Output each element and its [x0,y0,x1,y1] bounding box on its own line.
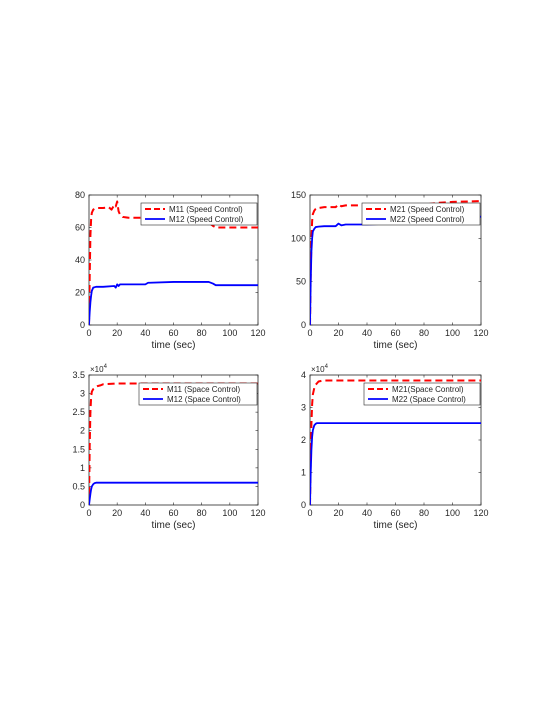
y-tick-label: 40 [75,255,85,265]
series-line-1 [310,379,481,505]
y-tick-label: 150 [291,190,306,200]
x-tick-label: 0 [86,328,91,338]
y-tick-label: 0 [301,500,306,510]
x-axis-label: time (sec) [374,340,418,351]
y-tick-label: 4 [301,370,306,380]
y-tick-label: 3 [80,389,85,399]
x-tick-label: 100 [445,508,460,518]
legend-entry: M21 (Speed Control) [390,205,465,214]
x-tick-label: 60 [390,328,400,338]
series-line-1 [310,200,481,325]
x-axis-label: time (sec) [374,520,418,531]
x-tick-label: 60 [168,508,178,518]
y-tick-label: 2.5 [72,407,85,417]
y-tick-label: 0 [80,500,85,510]
y-tick-label: 1 [301,468,306,478]
series-line-1 [89,200,258,325]
chart-panel: 0 20 40 60 80 100 120 0 0.5 1 1.5 2 2.5 3 3.5 ×104 time … [72,364,265,531]
x-tick-label: 0 [307,508,312,518]
x-axis-label: time (sec) [152,520,196,531]
legend-entry: M21(Space Control) [392,385,464,394]
legend-entry: M22 (Speed Control) [390,215,465,224]
y-tick-label: 0 [301,320,306,330]
y-tick-label: 0 [80,320,85,330]
legend-box [363,382,481,406]
x-tick-label: 100 [222,508,237,518]
x-tick-label: 120 [250,508,265,518]
y-tick-label: 2 [301,435,306,445]
y-tick-label: 1.5 [72,444,85,454]
legend-entry: M12 (Speed Control) [169,215,244,224]
y-tick-label: 60 [75,223,85,233]
series-line-1 [89,382,258,505]
x-tick-label: 60 [390,508,400,518]
x-tick-label: 80 [419,328,429,338]
y-tick-label: 1 [80,463,85,473]
x-tick-label: 80 [197,508,207,518]
chart-panel: 0 20 40 60 80 100 120 0 1 2 3 4 ×104 time (sec) M21(Sp… [301,364,489,531]
x-tick-label: 40 [362,508,372,518]
legend: M21 (Speed Control)M22 (Speed Control) [361,202,481,226]
legend-entry: M11 (Space Control) [167,385,241,394]
x-tick-label: 20 [333,508,343,518]
x-tick-label: 20 [112,328,122,338]
x-tick-label: 20 [112,508,122,518]
y-tick-label: 100 [291,233,306,243]
y-exponent-label: ×104 [311,364,329,374]
x-tick-label: 40 [140,328,150,338]
legend-entry: M12 (Space Control) [167,395,241,404]
x-axis-label: time (sec) [152,340,196,351]
y-tick-label: 3 [301,403,306,413]
series-line-2 [89,481,258,505]
y-tick-label: 80 [75,190,85,200]
x-tick-label: 80 [197,328,207,338]
x-tick-label: 120 [250,328,265,338]
x-tick-label: 0 [86,508,91,518]
x-tick-label: 120 [473,328,488,338]
x-tick-label: 100 [445,328,460,338]
series-line-2 [310,422,481,505]
x-tick-label: 40 [362,328,372,338]
y-tick-label: 0.5 [72,481,85,491]
legend: M11 (Speed Control)M12 (Speed Control) [140,202,258,226]
x-tick-label: 100 [222,328,237,338]
x-tick-label: 0 [307,328,312,338]
legend-box [361,202,481,226]
x-tick-label: 120 [473,508,488,518]
y-tick-label: 50 [296,277,306,287]
legend-entry: M11 (Speed Control) [169,205,243,214]
x-tick-label: 20 [333,328,343,338]
legend-box [138,382,258,406]
x-tick-label: 60 [168,328,178,338]
legend: M11 (Space Control)M12 (Space Control) [138,382,258,406]
series-line-2 [89,281,258,325]
y-tick-label: 3.5 [72,370,85,380]
y-tick-label: 20 [75,288,85,298]
legend-box [140,202,258,226]
x-tick-label: 80 [419,508,429,518]
x-tick-label: 40 [140,508,150,518]
y-tick-label: 2 [80,426,85,436]
legend: M21(Space Control)M22 (Space Control) [363,382,481,406]
chart-panel: 0 20 40 60 80 100 120 0 50 100 150 time (sec) M21 (S… [291,190,489,351]
legend-entry: M22 (Space Control) [392,395,466,404]
y-exponent-label: ×104 [90,364,108,374]
